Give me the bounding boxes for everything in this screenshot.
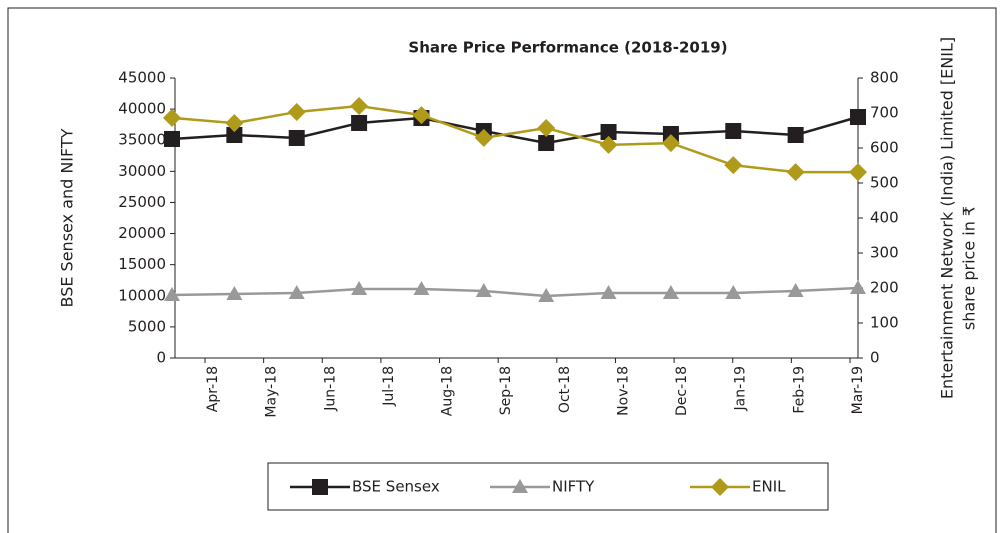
marker [725,284,742,299]
marker [787,126,804,143]
x-tick-label: Oct-18 [557,366,573,413]
marker [226,126,243,143]
marker [600,284,617,299]
legend-label: BSE Sensex [352,478,440,496]
marker [412,106,431,125]
x-tick-label: Sep-18 [498,366,514,415]
marker [600,124,617,141]
x-tick-label: Jan-19 [733,366,749,411]
marker [164,286,180,301]
y2-tick-label: 500 [870,174,899,192]
y2-tick-label: 0 [870,349,880,367]
marker [724,156,743,175]
legend-marker [312,479,328,495]
chart-title: Share Price Performance (2018-2019) [408,39,727,57]
x-tick-label: Feb-19 [791,366,807,414]
y-tick-label: 35000 [118,131,166,149]
legend-marker [512,479,528,493]
legend-marker [711,478,729,496]
y2-axis-label: Entertainment Network (India) Limited [E… [938,37,957,399]
y2-tick-label: 700 [870,104,899,122]
y2-tick-label: 100 [870,314,899,332]
y-tick-label: 40000 [118,100,166,118]
marker [164,130,180,147]
marker [351,280,368,295]
y-tick-label: 0 [156,349,166,367]
marker [849,163,867,182]
x-tick-label: Apr-18 [205,366,221,412]
y-tick-label: 5000 [128,317,166,335]
x-tick-label: Jun-18 [322,366,338,412]
marker [225,114,244,133]
marker [474,128,493,147]
marker [725,123,742,140]
x-tick-label: Nov-18 [615,366,631,416]
marker [475,282,492,297]
y-tick-label: 30000 [118,162,166,180]
legend-label: NIFTY [552,478,595,496]
x-tick-label: Dec-18 [674,366,690,416]
marker [850,280,866,294]
marker [662,284,679,299]
legend-label: ENIL [752,478,786,496]
y-tick-label: 10000 [118,286,166,304]
marker [288,284,305,299]
x-tick-label: Jul-18 [381,366,397,407]
x-tick-label: May-18 [264,366,280,418]
y2-tick-label: 800 [870,69,899,87]
marker [599,135,618,154]
marker [288,129,305,146]
y-tick-label: 20000 [118,224,166,242]
marker [538,288,555,303]
y2-tick-label: 600 [870,139,899,157]
series-line [171,104,858,174]
series-line [171,115,859,145]
marker [226,285,243,300]
marker [850,109,866,126]
y-tick-label: 15000 [118,255,166,273]
y2-axis-label: share price in ₹ [960,206,979,330]
marker [662,126,679,142]
y2-tick-label: 200 [870,279,899,297]
marker [786,163,805,182]
x-tick-label: Mar-19 [850,366,866,414]
marker [538,135,555,152]
marker [787,282,804,297]
marker [351,114,368,131]
y-axis-label: BSE Sensex and NIFTY [58,128,77,307]
marker [163,108,181,127]
marker [413,280,430,295]
frame [7,7,997,533]
y-tick-label: 45000 [118,69,166,87]
y2-tick-label: 300 [870,244,899,262]
marker [287,102,306,121]
marker [350,97,369,115]
marker [661,134,680,153]
marker [537,119,556,138]
y-tick-label: 25000 [118,193,166,211]
y2-tick-label: 400 [870,209,899,227]
x-tick-label: Aug-18 [440,366,456,416]
series-line [171,286,859,298]
legend-box [267,462,829,511]
